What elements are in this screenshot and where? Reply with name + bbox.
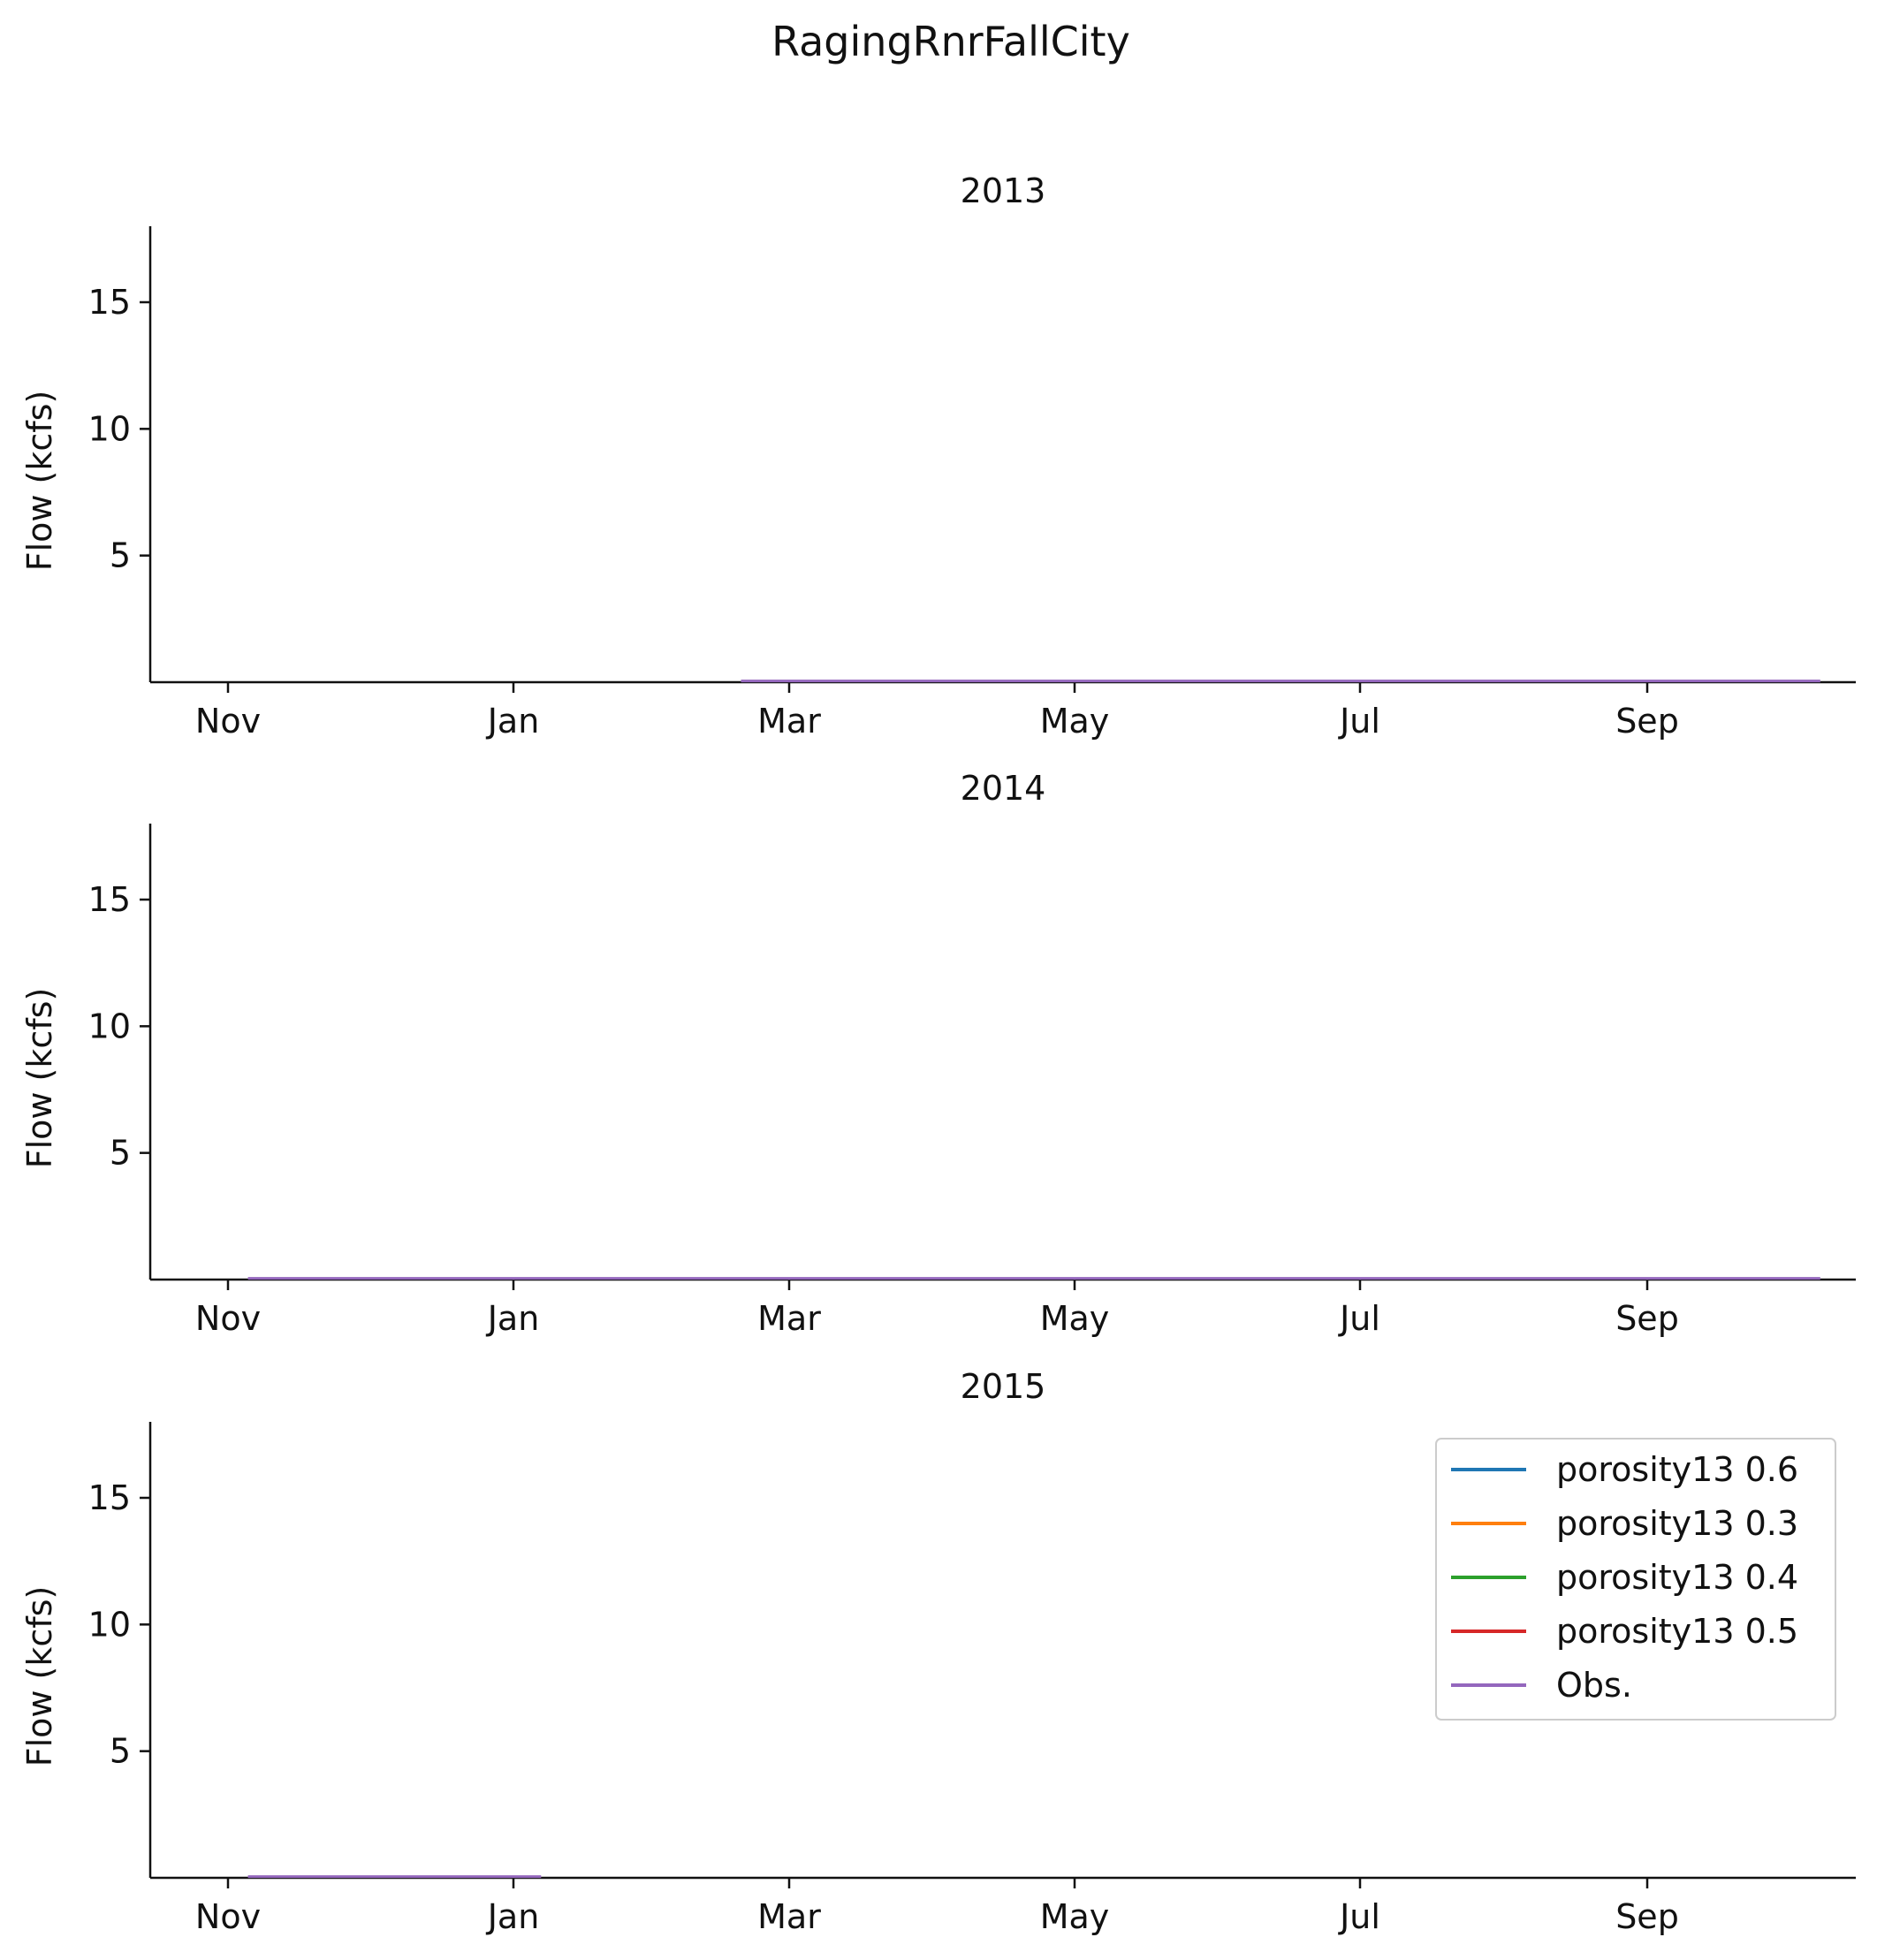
- legend-label: porosity13 0.5: [1556, 1612, 1798, 1651]
- subplot-2014: 2014 5 10 15 Nov Jan Mar May Jul Sep Flow (kcfs): [20, 769, 1856, 1338]
- y-tick-label: 15: [88, 283, 131, 322]
- subplot-title: 2015: [961, 1367, 1046, 1406]
- legend-frame: [1435, 1438, 1836, 1721]
- x-tick-label: Nov: [195, 1897, 261, 1936]
- y-tick-label: 5: [110, 1134, 131, 1173]
- x-tick-label: Nov: [195, 1299, 261, 1338]
- x-tick-label: Sep: [1615, 1897, 1679, 1936]
- x-tick-label: Jan: [486, 1897, 540, 1936]
- legend-label: Obs.: [1556, 1666, 1632, 1705]
- x-tick-label: Nov: [195, 702, 261, 741]
- x-tick-label: Sep: [1615, 1299, 1679, 1338]
- x-tick-label: Jul: [1338, 1897, 1380, 1936]
- y-tick-label: 15: [88, 1478, 131, 1517]
- x-tick-label: Jan: [486, 702, 540, 741]
- x-tick-label: Mar: [757, 702, 821, 741]
- legend-label: porosity13 0.4: [1556, 1558, 1798, 1597]
- y-axis-label: Flow (kcfs): [20, 391, 59, 572]
- y-axis-label: Flow (kcfs): [20, 988, 59, 1169]
- y-tick-label: 5: [110, 1732, 131, 1771]
- subplot-2013: 2013 5 10 15 Nov Jan Mar May Jul Sep Flow (kcfs): [20, 171, 1856, 741]
- x-tick-label: Sep: [1615, 702, 1679, 741]
- x-tick-label: Jan: [486, 1299, 540, 1338]
- legend-label: porosity13 0.3: [1556, 1504, 1798, 1543]
- x-tick-label: Mar: [757, 1897, 821, 1936]
- legend: porosity13 0.6 porosity13 0.3 porosity13 0…: [1435, 1438, 1836, 1721]
- figure-title: RagingRnrFallCity: [771, 18, 1130, 65]
- y-tick-label: 10: [88, 409, 131, 448]
- subplot-title: 2014: [961, 769, 1046, 808]
- x-tick-label: Jul: [1338, 1299, 1380, 1338]
- x-tick-label: May: [1040, 1299, 1110, 1338]
- legend-label: porosity13 0.6: [1556, 1450, 1798, 1489]
- y-tick-label: 15: [88, 880, 131, 919]
- y-axis-label: Flow (kcfs): [20, 1586, 59, 1767]
- y-tick-label: 10: [88, 1007, 131, 1045]
- subplot-title: 2013: [961, 171, 1046, 210]
- x-tick-label: Jul: [1338, 702, 1380, 741]
- subplot-2015: 2015 5 10 15 Nov Jan Mar May Jul Sep Flow (kcfs): [20, 1367, 1856, 1936]
- y-tick-label: 10: [88, 1605, 131, 1644]
- y-tick-label: 5: [110, 536, 131, 575]
- x-tick-label: May: [1040, 702, 1110, 741]
- x-tick-label: May: [1040, 1897, 1110, 1936]
- x-tick-label: Mar: [757, 1299, 821, 1338]
